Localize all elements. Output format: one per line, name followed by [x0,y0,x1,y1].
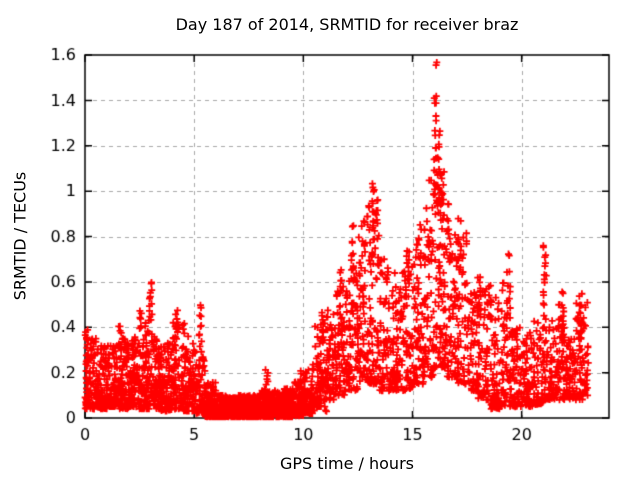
plot-canvas [0,0,640,480]
chart: Day 187 of 2014, SRMTID for receiver bra… [0,0,640,480]
